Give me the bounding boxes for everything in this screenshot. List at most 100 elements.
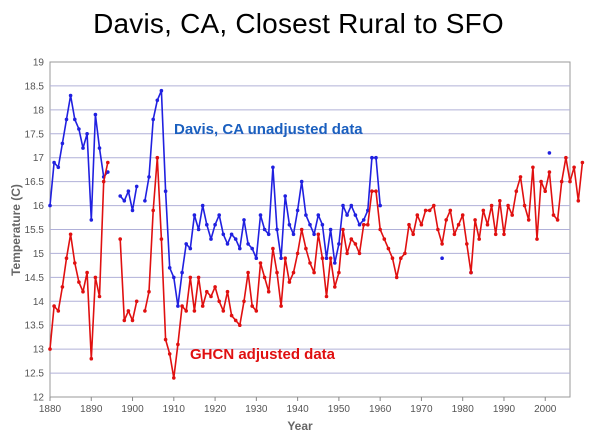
data-point: [217, 299, 221, 304]
data-point: [514, 189, 519, 193]
data-point: [436, 227, 440, 232]
data-point: [518, 175, 523, 179]
data-point: [328, 256, 333, 261]
data-point: [81, 146, 85, 150]
data-point: [283, 194, 288, 198]
data-point: [399, 256, 403, 261]
data-point: [283, 256, 288, 261]
data-point: [205, 289, 209, 294]
data-point: [213, 222, 217, 227]
data-point: [238, 246, 242, 251]
data-point: [304, 213, 308, 217]
data-point: [225, 289, 230, 294]
data-point: [353, 213, 358, 217]
x-tick-label: 1980: [452, 404, 475, 415]
data-point: [456, 222, 461, 227]
data-point: [440, 256, 444, 261]
x-tick-label: 1900: [121, 404, 144, 415]
y-tick-label: 18: [33, 105, 45, 116]
data-point: [130, 208, 135, 213]
data-point: [73, 261, 77, 265]
data-point: [262, 227, 267, 232]
gridlines: [50, 85, 570, 374]
data-point: [271, 246, 275, 251]
data-point: [250, 304, 254, 308]
data-point: [221, 309, 226, 313]
data-point: [485, 222, 490, 227]
x-axis-label: Year: [287, 419, 313, 433]
data-point: [122, 199, 127, 203]
data-point: [200, 203, 205, 208]
data-point: [374, 189, 378, 193]
data-point: [254, 309, 259, 313]
y-tick-label: 13.5: [25, 321, 45, 332]
data-point: [291, 270, 296, 275]
data-point: [576, 199, 581, 203]
y-axis-label: Temperature (C): [9, 184, 23, 276]
data-point: [159, 237, 164, 241]
data-point: [73, 117, 77, 122]
data-point: [246, 270, 250, 275]
x-tick-label: 1950: [328, 404, 351, 415]
data-point: [209, 237, 213, 241]
data-point: [312, 232, 316, 237]
data-point: [299, 227, 304, 232]
data-point: [143, 309, 147, 313]
data-point: [370, 155, 374, 160]
data-point: [304, 246, 308, 251]
data-point: [333, 285, 337, 289]
data-point: [246, 242, 250, 246]
data-point: [374, 155, 378, 160]
data-point: [167, 266, 172, 270]
data-point: [77, 280, 81, 284]
data-point: [163, 189, 168, 193]
chart-title: Davis, CA, Closest Rural to SFO: [93, 8, 504, 39]
data-point: [357, 222, 362, 227]
data-point: [564, 155, 568, 160]
data-point: [287, 280, 292, 284]
data-point: [481, 208, 486, 213]
data-point: [547, 170, 552, 174]
data-point: [349, 203, 354, 208]
data-point: [324, 294, 329, 299]
data-point: [333, 261, 337, 265]
y-tick-label: 18.5: [25, 81, 45, 92]
data-point: [155, 98, 160, 103]
data-point: [151, 208, 155, 213]
data-point: [295, 208, 300, 213]
data-point: [167, 352, 172, 356]
data-point: [89, 218, 94, 222]
data-point: [200, 304, 205, 308]
data-point: [97, 294, 102, 299]
data-point: [448, 208, 453, 213]
data-point: [295, 251, 300, 256]
data-point: [159, 88, 164, 93]
data-point: [580, 160, 585, 165]
data-point: [287, 222, 292, 227]
data-point: [551, 213, 556, 217]
data-point: [254, 256, 259, 261]
y-tick-label: 14: [33, 297, 45, 308]
data-point: [308, 222, 312, 227]
data-point: [68, 232, 73, 237]
data-point: [279, 256, 283, 261]
y-tick-label: 16.5: [25, 177, 45, 188]
data-point: [60, 285, 65, 289]
data-point: [64, 256, 69, 261]
data-point: [106, 170, 110, 174]
data-point: [130, 318, 135, 323]
data-point: [440, 242, 444, 246]
data-point: [122, 318, 127, 323]
data-point: [432, 203, 436, 208]
y-tick-label: 15.5: [25, 225, 45, 236]
data-point: [134, 299, 139, 304]
data-point: [316, 213, 321, 217]
y-tick-label: 19: [33, 58, 45, 69]
y-tick-label: 14.5: [25, 273, 45, 284]
data-point: [539, 179, 543, 184]
data-point: [469, 270, 473, 275]
data-point: [349, 237, 354, 241]
data-point: [506, 203, 510, 208]
data-point: [180, 270, 184, 275]
